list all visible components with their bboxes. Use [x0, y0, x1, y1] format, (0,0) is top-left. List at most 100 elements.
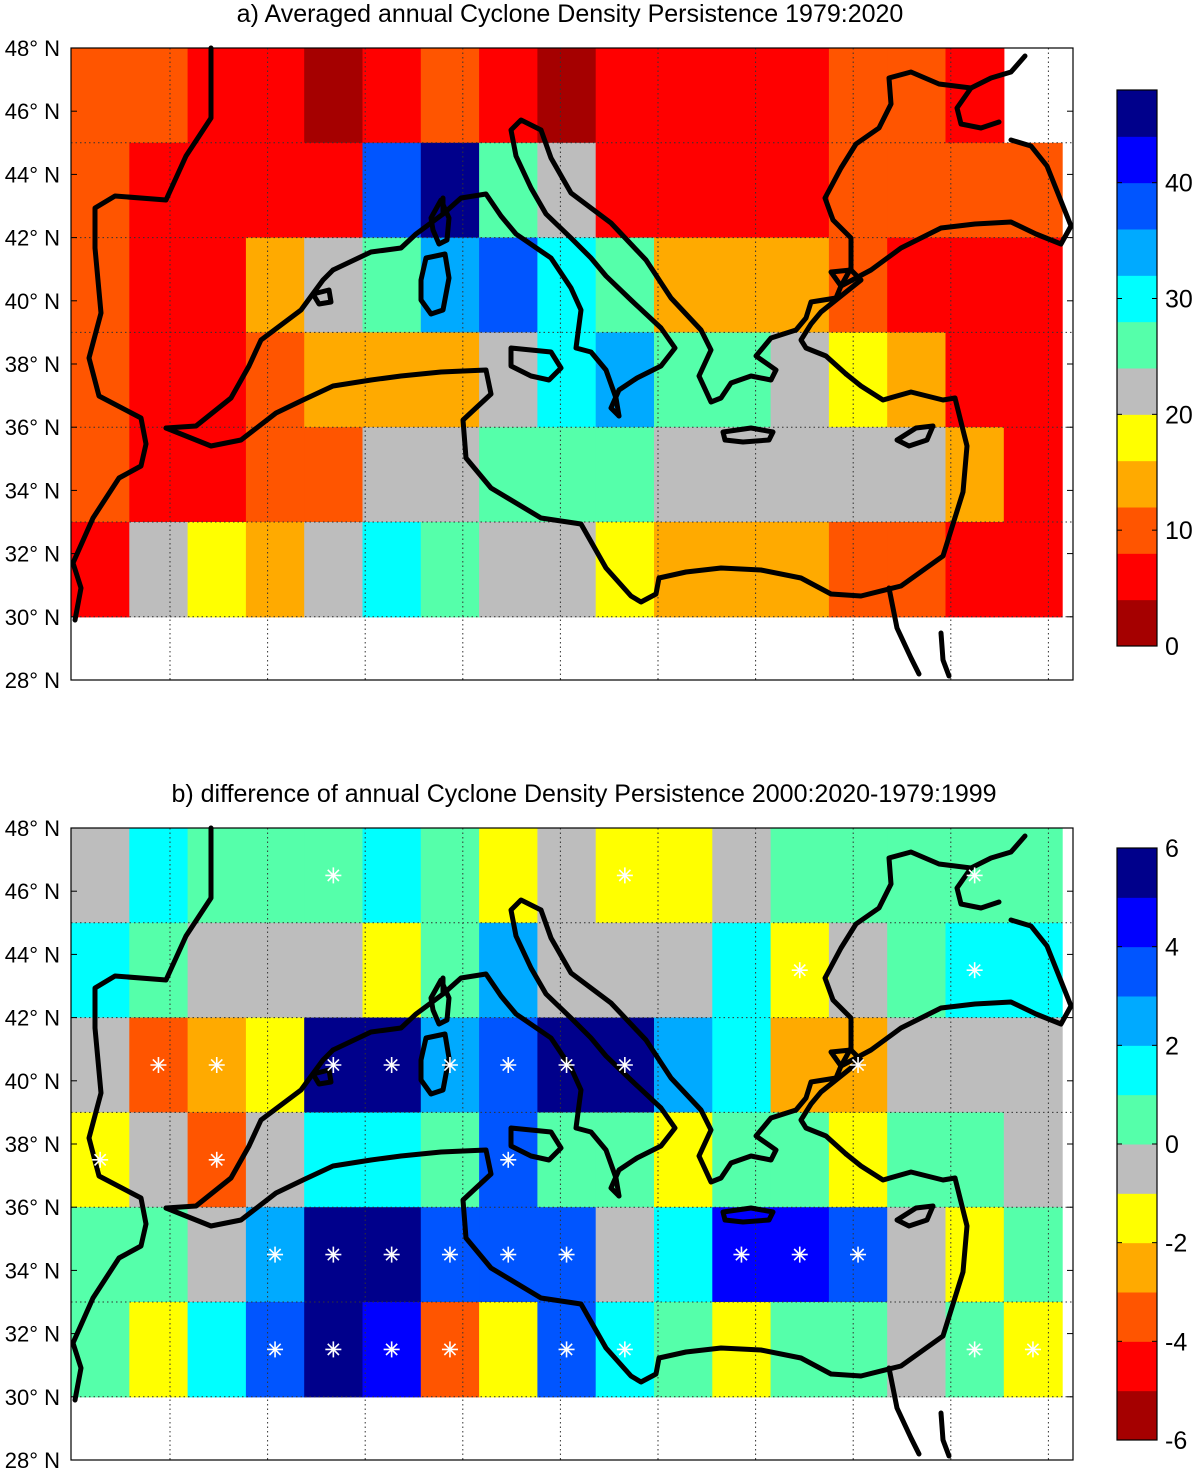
heatmap-cell	[245, 237, 305, 333]
colorbar-tick-label: -4	[1165, 1328, 1187, 1356]
coastline-segment	[440, 971, 622, 1199]
colorbar-swatch	[1117, 1292, 1157, 1342]
heatmap-cell	[1003, 427, 1063, 523]
coastline-segment	[822, 53, 1028, 289]
heatmap-cell	[129, 1112, 189, 1208]
colorbar-tick-label: 6	[1165, 835, 1179, 863]
panel-b-y-axis: 28° N 30° N 32° N 34° N 36° N 38° N 40° N 42° N…	[5, 816, 1073, 1472]
significance-star	[325, 1341, 342, 1358]
coastline-segment	[798, 1047, 864, 1157]
y-tick-label: 46° N	[5, 879, 60, 904]
heatmap-cell	[129, 237, 189, 333]
heatmap-cell	[770, 1112, 830, 1208]
heatmap-cell	[654, 1112, 713, 1208]
y-tick-label: 34° N	[5, 478, 60, 503]
heatmap-cell	[945, 427, 1005, 523]
colorbar-swatch	[1117, 848, 1157, 898]
colorbar-tick-label: 20	[1165, 401, 1193, 429]
heatmap-cell	[537, 48, 597, 144]
heatmap-cell	[129, 427, 189, 523]
significance-star	[1024, 1341, 1041, 1358]
coastline-segment	[428, 197, 452, 247]
y-tick-label: 48° N	[5, 816, 60, 841]
significance-star	[558, 1057, 575, 1073]
colorbar-swatch	[1117, 136, 1157, 184]
heatmap-cell	[712, 922, 772, 1019]
y-tick-label: 44° N	[5, 942, 60, 967]
heatmap-cell	[129, 522, 189, 618]
heatmap-cell	[712, 828, 772, 924]
y-tick-label: 40° N	[5, 1069, 60, 1094]
panel-b-title: b) difference of annual Cyclone Density …	[171, 780, 996, 808]
significance-star	[850, 1057, 867, 1073]
panel-a-title: a) Averaged annual Cyclone Density Persi…	[237, 0, 904, 28]
y-tick-label: 28° N	[5, 1448, 60, 1472]
heatmap-cell	[654, 332, 713, 428]
panel-b-coastline	[70, 825, 1074, 1459]
colorbar-swatch	[1117, 460, 1157, 508]
panel-a: a) Averaged annual Cyclone Density Persi…	[5, 0, 1193, 693]
significance-star	[208, 1057, 225, 1073]
heatmap-cell	[945, 522, 1005, 618]
heatmap-cell	[595, 237, 655, 333]
coastline-segment	[894, 423, 936, 449]
coastline-segment	[418, 251, 452, 317]
heatmap-cell	[770, 48, 830, 144]
coastline-segment	[886, 1365, 922, 1457]
coastline-segment	[843, 1151, 958, 1183]
significance-star	[616, 1057, 633, 1073]
heatmap-cell	[537, 828, 597, 924]
heatmap-cell	[420, 427, 480, 523]
coastline-segment	[822, 833, 1028, 1069]
y-tick-label: 30° N	[5, 1385, 60, 1410]
colorbar-frame	[1116, 89, 1158, 647]
coastline-segment	[538, 127, 844, 405]
heatmap-cell	[304, 332, 364, 428]
panel-b-significance-markers	[92, 867, 1041, 1358]
significance-star	[383, 1246, 400, 1263]
heatmap-cell	[887, 1302, 947, 1398]
heatmap-cell	[770, 142, 830, 239]
heatmap-cell	[479, 237, 538, 333]
heatmap-cell	[595, 48, 655, 144]
heatmap-cell	[362, 922, 422, 1019]
heatmap-cell	[420, 522, 480, 618]
heatmap-cell	[945, 1112, 1005, 1208]
colorbar-swatch	[1117, 90, 1157, 137]
heatmap-cell	[304, 142, 364, 239]
heatmap-cell	[1003, 237, 1063, 333]
y-tick-label: 32° N	[5, 542, 60, 567]
coastline-segment	[894, 1203, 936, 1229]
heatmap-cell	[187, 1302, 247, 1398]
heatmap-cell	[129, 922, 189, 1019]
heatmap-cell	[187, 922, 247, 1019]
significance-star	[850, 1246, 867, 1263]
heatmap-cell	[770, 828, 830, 924]
coastline-segment	[310, 287, 334, 307]
coastline-segment	[538, 907, 844, 1185]
heatmap-cell	[420, 828, 480, 924]
heatmap-cell	[479, 48, 538, 144]
y-tick-label: 28° N	[5, 668, 60, 693]
heatmap-cell	[712, 48, 772, 144]
colorbar-swatch	[1117, 368, 1157, 415]
heatmap-cell	[71, 48, 130, 144]
significance-star	[325, 1246, 342, 1263]
heatmap-cell	[712, 142, 772, 239]
heatmap-cell	[654, 922, 713, 1019]
heatmap-cell	[712, 1017, 772, 1113]
significance-star	[441, 1057, 458, 1073]
heatmap-cell	[479, 427, 538, 523]
heatmap-cell	[362, 427, 422, 523]
colorbar-tick-label: 0	[1165, 633, 1179, 661]
y-tick-label: 46° N	[5, 99, 60, 124]
coastline-segment	[508, 117, 678, 419]
significance-star	[383, 1341, 400, 1358]
y-tick-label: 36° N	[5, 415, 60, 440]
coastline-segment	[163, 1147, 970, 1385]
heatmap-cell	[887, 1112, 947, 1208]
heatmap-cell	[71, 828, 130, 924]
significance-star	[966, 1341, 983, 1358]
heatmap-cell	[129, 828, 189, 924]
heatmap-cell	[362, 522, 422, 618]
